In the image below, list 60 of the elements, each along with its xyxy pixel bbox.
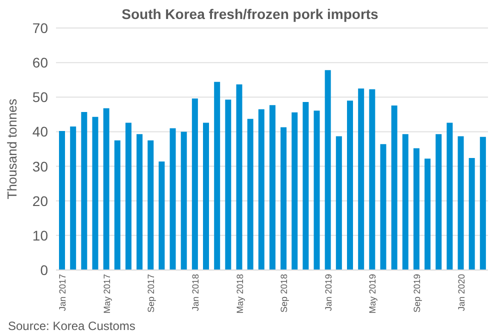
bar xyxy=(258,109,264,270)
bar xyxy=(148,140,154,270)
y-tick-label: 20 xyxy=(32,192,48,209)
x-tick-label: Jan 2017 xyxy=(58,274,68,312)
bar xyxy=(225,100,232,270)
bar xyxy=(468,158,475,270)
y-tick-label: 60 xyxy=(32,54,48,71)
y-tick-label: 0 xyxy=(40,262,48,278)
bar xyxy=(436,134,442,270)
bar xyxy=(302,102,309,270)
bar xyxy=(269,105,276,270)
bar xyxy=(480,136,486,270)
bar xyxy=(203,122,209,270)
x-tick-label: Sep 2017 xyxy=(146,274,156,313)
x-tick-label: Jan 2020 xyxy=(456,274,466,312)
bar xyxy=(214,82,220,270)
bar xyxy=(170,128,176,270)
bar xyxy=(369,89,376,270)
y-tick-label: 70 xyxy=(32,20,48,36)
bar xyxy=(336,136,342,270)
chart-title: South Korea fresh/frozen pork imports xyxy=(122,6,378,22)
bar xyxy=(347,100,353,270)
bar xyxy=(358,88,364,270)
bar xyxy=(458,136,464,270)
x-tick-label: May 2019 xyxy=(368,274,378,314)
bar xyxy=(324,70,331,270)
bar xyxy=(402,134,408,270)
bar xyxy=(158,161,165,270)
bar xyxy=(136,134,143,270)
source-note: Source: Korea Customs xyxy=(8,319,136,333)
bar xyxy=(114,140,120,270)
x-tick-label: Jan 2019 xyxy=(323,274,334,312)
y-tick-label: 30 xyxy=(32,158,48,174)
bar xyxy=(292,112,298,270)
bar xyxy=(103,108,110,270)
bar xyxy=(125,122,132,270)
bar xyxy=(424,158,431,270)
x-tick-label: May 2017 xyxy=(102,274,112,314)
bar xyxy=(413,148,420,270)
x-tick-label: Jan 2018 xyxy=(190,274,200,312)
bar xyxy=(391,105,398,270)
x-tick-label: Sep 2019 xyxy=(412,274,422,313)
x-tick-label: Sep 2018 xyxy=(279,274,290,313)
bar xyxy=(280,127,287,270)
bar xyxy=(247,118,254,270)
y-axis-title: Thousand tonnes xyxy=(4,98,20,200)
bar xyxy=(92,116,98,270)
bar xyxy=(59,131,65,270)
y-tick-label: 40 xyxy=(32,124,48,140)
y-tick-label: 10 xyxy=(32,227,48,244)
bar xyxy=(192,98,198,270)
bar xyxy=(314,110,320,270)
bar xyxy=(70,126,76,270)
bar xyxy=(236,84,242,270)
bar xyxy=(446,122,453,270)
y-tick-label: 50 xyxy=(32,89,48,106)
x-tick-label: May 2018 xyxy=(234,274,245,314)
bar xyxy=(380,144,386,270)
bar xyxy=(81,112,88,270)
bar xyxy=(180,132,187,270)
